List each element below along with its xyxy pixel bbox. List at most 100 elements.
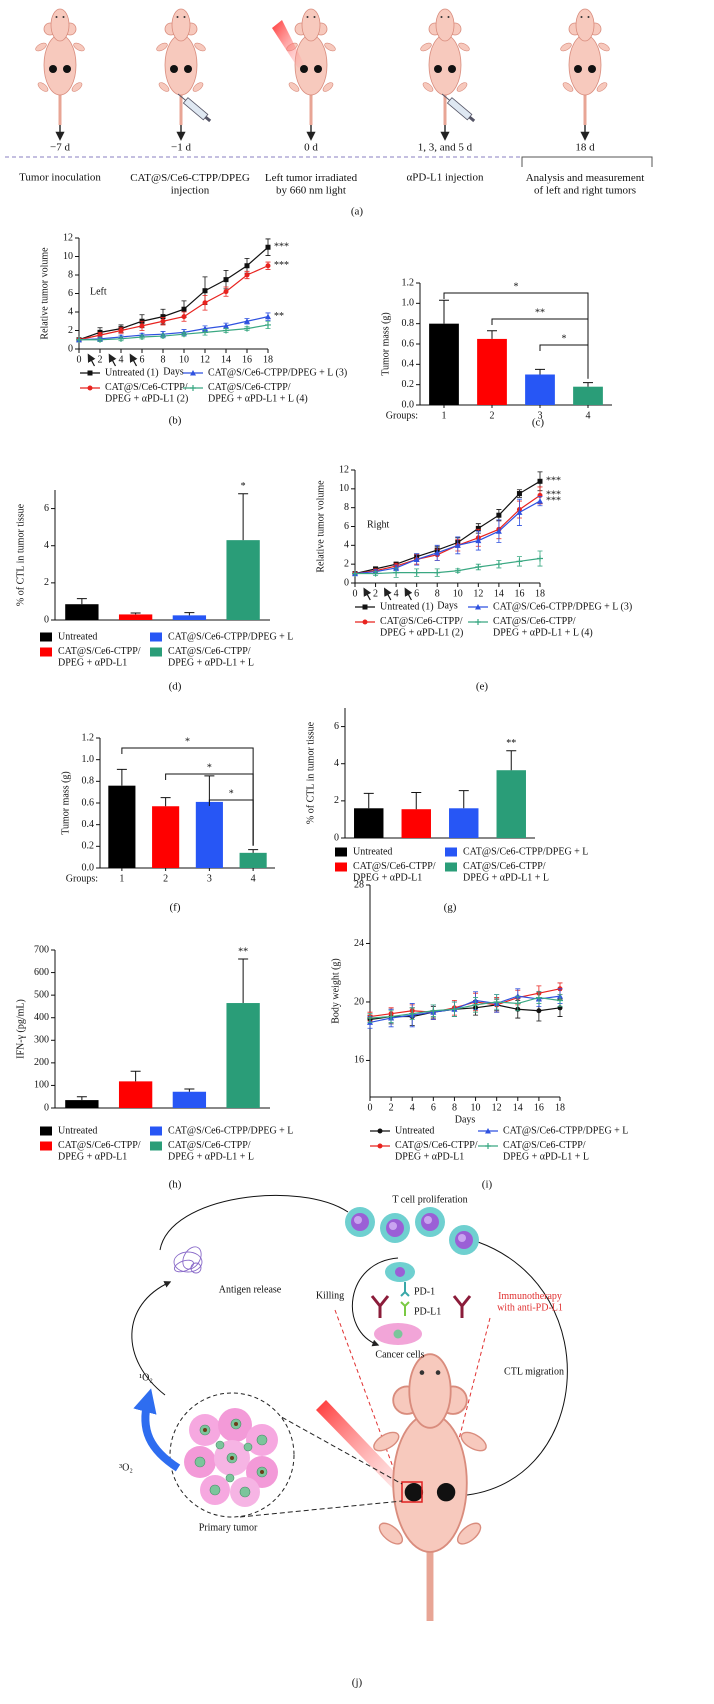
marker xyxy=(202,288,208,294)
marker xyxy=(87,385,93,391)
marker xyxy=(485,1143,491,1149)
y-axis-label: % of CTL in tumor tissue xyxy=(15,503,26,606)
marker xyxy=(537,555,543,562)
y-tick-label: 2 xyxy=(334,795,339,806)
y-tick-label: 1.2 xyxy=(82,732,95,743)
marker xyxy=(475,619,481,625)
marker xyxy=(181,331,187,338)
bar xyxy=(195,801,223,868)
marker xyxy=(413,569,420,576)
legend-label: CAT@S/Ce6-CTPP/DPEG + αPD-L1 xyxy=(58,1140,141,1163)
x-tick-label: 16 xyxy=(514,588,524,599)
bar xyxy=(118,614,153,620)
legend-swatch xyxy=(40,632,52,642)
x-tick-label: 14 xyxy=(221,354,231,365)
error-bar xyxy=(76,1096,87,1101)
error-bar xyxy=(248,849,259,853)
caption: CAT@S/Ce6-CTPP/DPEG injection xyxy=(130,172,250,197)
legend-label: CAT@S/Ce6-CTPP/DPEG + αPD-L1 + L xyxy=(463,861,549,884)
legend-label: CAT@S/Ce6-CTPP/DPEG + L xyxy=(503,1125,628,1136)
panel-label: (d) xyxy=(169,681,182,693)
legend-swatch xyxy=(150,647,162,657)
injection-arrow xyxy=(108,353,117,367)
legend-label: CAT@S/Ce6-CTPP/DPEG + L xyxy=(168,1125,293,1136)
chart: 0 100 200 300 400 500 600 700 IFN-γ (pg/mL) (h) Un… xyxy=(15,944,293,1190)
mouse xyxy=(283,7,339,127)
marker xyxy=(244,325,250,332)
marker xyxy=(190,370,196,376)
chart: 0.0 0.2 0.4 0.6 0.8 1.0 1.2 Tumor mass (g) (c) 1 2… xyxy=(380,277,612,429)
legend-label: Untreated (1) xyxy=(380,601,434,612)
y-tick-label: 0.6 xyxy=(402,338,415,349)
antigen xyxy=(173,1246,203,1274)
label: Cancer cells xyxy=(375,1349,424,1360)
chart: 0 2 4 6 8 10 12 Relative tumor volume (b) 0 2 4 6 8 10… xyxy=(39,232,347,426)
y-axis-label: IFN-γ (pg/mL) xyxy=(15,999,26,1059)
label: T cell proliferation xyxy=(392,1194,467,1205)
error-bar xyxy=(116,768,127,786)
legend-swatch xyxy=(40,647,52,657)
marker xyxy=(377,1128,383,1134)
marker xyxy=(434,549,441,556)
series-line xyxy=(354,480,541,575)
legend-label: Untreated (1) xyxy=(105,367,159,378)
legend-swatch xyxy=(335,862,347,872)
y-tick-label: 4 xyxy=(334,758,339,769)
y-tick-label: 2 xyxy=(44,577,49,588)
x-tick-label: 2 xyxy=(98,354,103,365)
marker xyxy=(514,1000,521,1007)
error-bar xyxy=(363,792,374,809)
chart: 0.0 0.2 0.4 0.6 0.8 1.0 1.2 Tumor mass (g) (f) 1 2… xyxy=(60,732,275,914)
y-tick-label: 0.4 xyxy=(82,819,95,830)
y-tick-label: 1.0 xyxy=(402,298,415,309)
error-bar xyxy=(458,790,469,809)
x-tick-label: 2 xyxy=(389,1102,394,1113)
legend-swatch xyxy=(445,862,457,872)
x-tick-label: 16 xyxy=(242,354,252,365)
caption: Tumor inoculation xyxy=(19,172,101,184)
legend-swatch xyxy=(40,1141,52,1151)
significance: *** xyxy=(546,495,561,506)
legend-label: CAT@S/Ce6-CTPP/DPEG + αPD-L1 + L xyxy=(503,1140,589,1163)
error-bar xyxy=(160,797,171,807)
marker xyxy=(244,263,250,269)
legend-label: Untreated xyxy=(353,846,392,857)
legend-swatch xyxy=(150,632,162,642)
legend-label: CAT@S/Ce6-CTPP/DPEG + αPD-L1 xyxy=(395,1140,478,1163)
y-tick-label: 1.2 xyxy=(402,277,415,288)
schematic: T cell proliferation Antigen release Kil… xyxy=(119,1194,568,1689)
label: CTL migration xyxy=(504,1366,564,1377)
marker xyxy=(223,327,229,334)
injection-arrow xyxy=(129,353,138,367)
label: PD-1 xyxy=(414,1286,435,1297)
marker xyxy=(557,997,563,1004)
injection-arrow xyxy=(363,587,372,601)
bar xyxy=(226,540,260,620)
arc xyxy=(352,1257,399,1347)
y-tick-label: 6 xyxy=(344,521,349,532)
y-tick-label: 0.0 xyxy=(82,862,95,873)
x-tick-label: 3 xyxy=(207,873,212,884)
marker xyxy=(475,525,481,531)
syringe xyxy=(441,93,476,123)
marker xyxy=(430,1007,437,1014)
marker xyxy=(409,1010,416,1017)
light-beam xyxy=(316,1400,408,1496)
marker xyxy=(496,512,502,518)
y-tick-label: 2 xyxy=(68,325,73,336)
marker xyxy=(362,604,368,610)
y-tick-label: 200 xyxy=(34,1057,49,1068)
y-tick-label: 8 xyxy=(344,502,349,513)
x-tick-label: 6 xyxy=(140,354,145,365)
bar xyxy=(496,770,526,838)
marker xyxy=(76,336,82,343)
mouse xyxy=(371,1354,489,1621)
y-tick-label: 600 xyxy=(34,967,49,978)
marker xyxy=(535,994,542,1001)
marker xyxy=(475,604,481,610)
panel-label: (f) xyxy=(170,902,181,914)
y-tick-label: 700 xyxy=(34,944,49,955)
marker xyxy=(160,333,166,340)
